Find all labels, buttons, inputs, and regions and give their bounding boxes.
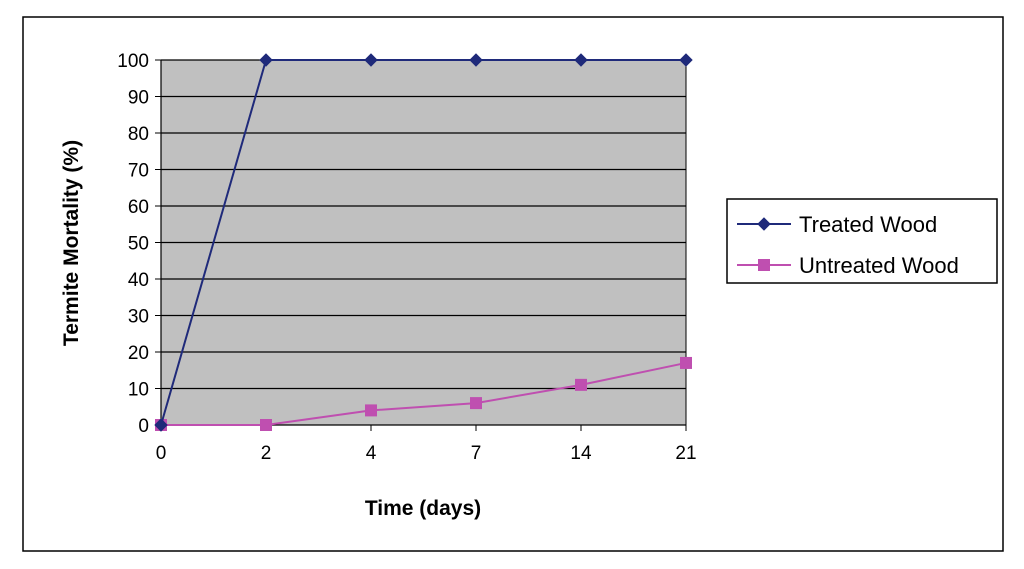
- data-point: [154, 418, 168, 432]
- data-point: [260, 419, 272, 431]
- data-point: [365, 404, 377, 417]
- legend-box: [726, 198, 998, 284]
- data-point: [575, 378, 587, 391]
- series-line: [160, 59, 686, 426]
- data-point: [259, 53, 273, 67]
- y-tick-label: 80: [128, 124, 149, 145]
- y-tick-label: 30: [128, 307, 149, 328]
- y-tick-label: 100: [117, 51, 149, 72]
- data-point: [469, 53, 483, 67]
- y-tick-label: 10: [128, 380, 149, 401]
- legend: Treated Wood Untreated Wood: [726, 198, 998, 284]
- x-axis-title: Time (days): [365, 497, 481, 520]
- y-tick-label: 90: [128, 88, 149, 109]
- y-tick-label: 70: [128, 161, 149, 182]
- y-axis-title: Termite Mortality (%): [60, 140, 83, 346]
- data-point: [364, 53, 378, 67]
- x-tick-label: 4: [366, 443, 377, 464]
- data-point: [680, 356, 692, 369]
- y-tick-label: 20: [128, 343, 149, 364]
- legend-marker: [758, 259, 770, 271]
- data-point: [470, 397, 482, 410]
- y-axis: 0 10 20 30 40 50 60 70 80 90 100: [117, 51, 162, 437]
- y-tick-label: 40: [128, 270, 149, 291]
- x-tick-label: 7: [471, 443, 482, 464]
- series-line: [161, 361, 687, 426]
- x-tick-label: 0: [156, 443, 167, 464]
- x-tick-label: 21: [675, 443, 696, 464]
- x-tick-label: 2: [261, 443, 272, 464]
- x-tick-label: 14: [570, 443, 592, 464]
- legend-marker: [757, 217, 771, 231]
- legend-label: Untreated Wood: [799, 253, 959, 278]
- data-point: [679, 53, 693, 67]
- y-tick-label: 0: [138, 416, 149, 437]
- legend-entries: Treated Wood Untreated Wood: [737, 212, 959, 278]
- y-tick-label: 60: [128, 197, 149, 218]
- series-layer: [154, 53, 693, 432]
- legend-label: Treated Wood: [799, 212, 937, 237]
- series-0: [154, 53, 693, 432]
- data-point: [574, 53, 588, 67]
- y-tick-label: 50: [128, 234, 149, 255]
